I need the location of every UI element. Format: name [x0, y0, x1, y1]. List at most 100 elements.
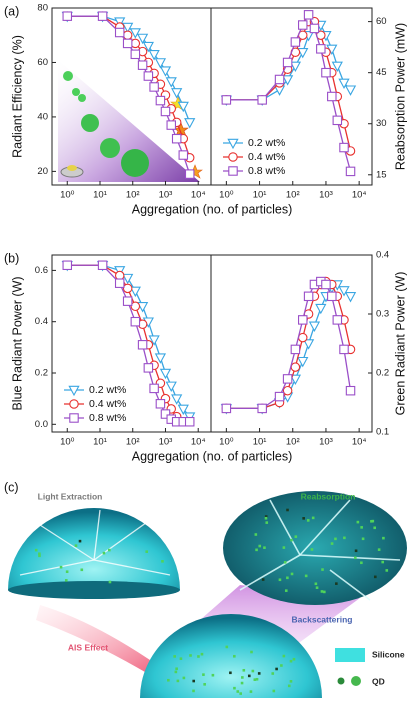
qd-dot: [362, 537, 365, 540]
qd-dot: [374, 576, 377, 579]
marker: [161, 67, 170, 76]
qd-dot: [252, 670, 255, 673]
qd-dot: [109, 581, 112, 584]
qd-dot: [354, 556, 357, 559]
marker: [156, 400, 164, 408]
y-tick-label: 60: [37, 57, 48, 68]
qd-dot: [250, 651, 253, 654]
marker: [116, 28, 124, 36]
label-reabsorption: Reabsorption: [301, 491, 356, 501]
qd-dot: [381, 561, 384, 564]
x-tick-label: 10⁴: [352, 437, 367, 448]
qd-dot: [203, 683, 206, 686]
marker: [310, 24, 318, 32]
marker: [258, 96, 266, 104]
marker: [283, 58, 291, 66]
marker: [150, 83, 158, 91]
panel-label: (b): [4, 251, 19, 265]
marker: [283, 375, 291, 383]
x-tick-label: 10⁴: [191, 437, 206, 448]
marker: [172, 395, 181, 404]
qd-dot: [382, 537, 385, 540]
marker: [275, 75, 283, 83]
qd-dot: [286, 509, 289, 512]
x-tick-label: 10³: [319, 190, 333, 201]
marker: [167, 78, 176, 87]
y2-tick-label: 0.2: [376, 368, 389, 379]
y-tick-label: 20: [37, 166, 48, 177]
x-tick-label: 10²: [286, 190, 300, 201]
legend-label: 0.8 wt%: [248, 165, 285, 177]
y-tick-label: 0.0: [35, 419, 48, 430]
qd-dot: [275, 668, 278, 671]
y-tick-label: 80: [37, 3, 48, 14]
qd-dot: [38, 552, 41, 555]
marker: [346, 86, 355, 95]
marker: [123, 31, 131, 39]
qd-dot: [236, 690, 239, 693]
qd-dot: [212, 674, 215, 677]
qd-cluster: [81, 114, 99, 132]
dome-base: [8, 581, 180, 599]
zoom-view: [223, 491, 407, 605]
qd-dot: [177, 680, 180, 683]
marker: [340, 143, 348, 151]
marker: [317, 45, 325, 53]
qd-dot: [311, 548, 314, 551]
qd-dot: [229, 671, 232, 674]
x-tick-label: 10⁰: [219, 437, 234, 448]
qd-dot: [189, 654, 192, 657]
qd-dot: [355, 549, 358, 552]
panel-label: (a): [4, 4, 19, 18]
marker: [222, 96, 230, 104]
qd-dot: [192, 680, 195, 683]
x-tick-label: 10¹: [253, 437, 267, 448]
qd-dot: [312, 517, 315, 520]
qd-dot: [295, 535, 298, 538]
marker: [123, 284, 131, 292]
qd-dot: [161, 560, 164, 563]
qd-dot: [288, 685, 291, 688]
marker: [186, 418, 194, 426]
legend-label: 0.8 wt%: [89, 412, 126, 424]
dome: [8, 508, 180, 590]
legend-marker: [229, 153, 237, 161]
x-tick-label: 10⁴: [191, 190, 206, 201]
y2-tick-label: 30: [376, 118, 387, 129]
marker: [222, 404, 230, 412]
qd-dot: [183, 677, 186, 680]
y-axis-title: Blue Radiant Power (W): [10, 276, 24, 410]
marker: [304, 11, 312, 19]
marker: [116, 271, 124, 279]
qd-dot: [305, 575, 308, 578]
marker: [299, 21, 307, 29]
qd-dot: [258, 672, 261, 675]
marker: [179, 151, 187, 159]
ais-arrow: [36, 605, 150, 672]
marker: [186, 170, 194, 178]
qd-dot: [343, 537, 346, 540]
marker: [161, 107, 169, 115]
marker: [172, 89, 181, 98]
panel-c: (c) Light Extraction Reabsorption Backsc…: [4, 480, 407, 698]
x-tick-label: 10²: [126, 437, 140, 448]
marker: [144, 364, 152, 372]
qd-dot: [80, 568, 83, 571]
qd-dot: [250, 690, 253, 693]
marker: [185, 119, 194, 128]
qd-dot: [226, 646, 229, 649]
qd-dot: [273, 690, 276, 693]
marker: [322, 68, 330, 76]
legend-marker: [70, 414, 78, 422]
marker: [98, 261, 106, 269]
page: {"chart_data":[ {"type":"dual_line","lab…: [0, 0, 415, 702]
qd-cluster: [100, 138, 120, 158]
qd-dot: [233, 687, 236, 690]
qd-dot: [280, 664, 283, 667]
qd-dot: [265, 521, 268, 524]
marker: [310, 322, 319, 331]
marker: [346, 293, 355, 302]
qd-dot: [360, 526, 363, 529]
marker: [328, 92, 336, 100]
qd-dot: [360, 561, 363, 564]
